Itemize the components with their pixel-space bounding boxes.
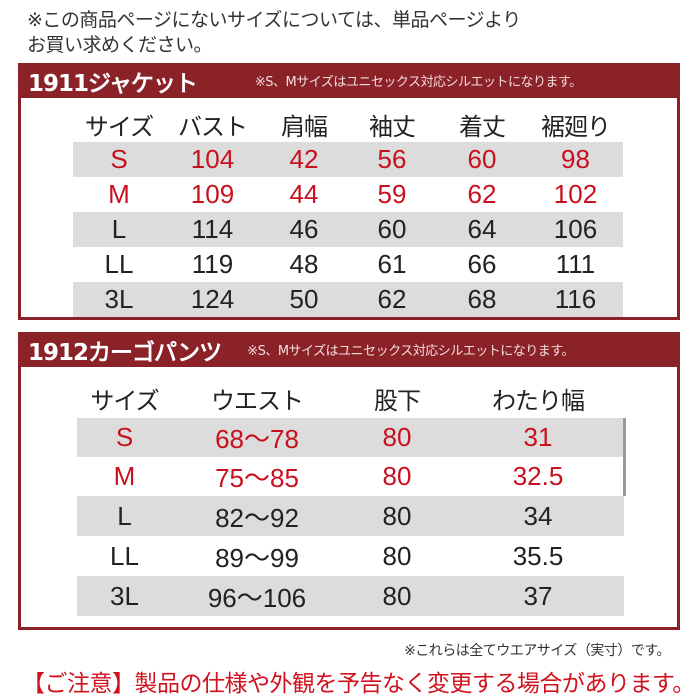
table-row: S 104 42 56 60 98 xyxy=(73,142,623,177)
jacket-header-row: サイズ バスト 肩幅 袖丈 着丈 裾廻り xyxy=(73,106,623,142)
cell: 82〜92 xyxy=(172,496,342,536)
cell: 66 xyxy=(467,249,497,279)
cell: 68〜78 xyxy=(172,418,342,457)
table-row: LL 89〜99 80 35.5 xyxy=(77,536,624,576)
cell: 106 xyxy=(528,212,623,247)
table-edge-divider xyxy=(623,418,626,496)
col-header-sleeve: 袖丈 xyxy=(369,112,416,141)
cell: 3L xyxy=(77,576,172,616)
cell: LL xyxy=(104,249,134,279)
cell: LL xyxy=(110,540,139,571)
pants-subtitle: ※S、Mサイズはユニセックス対応シルエットになります。 xyxy=(247,344,574,359)
table-row: LL 119 48 61 66 111 xyxy=(73,247,623,282)
cell: 59 xyxy=(377,179,407,209)
col-header-hem: 裾廻り xyxy=(541,112,611,141)
cell: 116 xyxy=(528,282,623,317)
cell: 80 xyxy=(342,496,452,536)
table-row: M 75〜85 80 32.5 xyxy=(77,457,624,496)
cell: 80 xyxy=(342,418,452,457)
cell: 89〜99 xyxy=(215,542,299,573)
cell: 102 xyxy=(553,179,598,209)
cell: 124 xyxy=(165,282,260,317)
measurement-note: ※これらは全てウエアサイズ（実寸）です。 xyxy=(404,643,670,659)
cell: 109 xyxy=(190,179,235,209)
col-header-thigh: わたり幅 xyxy=(492,386,585,415)
cell: 32.5 xyxy=(512,461,564,491)
cell: 98 xyxy=(528,142,623,177)
jacket-title: 1911ジャケット xyxy=(28,70,198,97)
cell: 37 xyxy=(452,576,624,616)
cell: 119 xyxy=(191,249,234,279)
cell: 46 xyxy=(260,212,348,247)
cell: 80 xyxy=(382,461,412,491)
cell: S xyxy=(73,142,165,177)
col-header-size: サイズ xyxy=(84,112,154,141)
cell: L xyxy=(73,212,165,247)
col-header-shoulder: 肩幅 xyxy=(281,112,328,141)
col-header-size: サイズ xyxy=(90,386,159,415)
caution-notice: 【ご注意】製品の仕様や外観を予告なく変更する場合があります。 xyxy=(22,671,695,697)
cell: 48 xyxy=(289,249,319,279)
table-row: S 68〜78 80 31 xyxy=(77,418,624,457)
cell: 60 xyxy=(348,212,436,247)
cell: 68 xyxy=(436,282,528,317)
col-header-bust: バスト xyxy=(178,112,248,141)
pants-header-row: サイズ ウエスト 股下 わたり幅 xyxy=(77,378,624,418)
jacket-header: 1911ジャケット ※S、Mサイズはユニセックス対応シルエットになります。 xyxy=(18,63,680,98)
cell: 31 xyxy=(452,418,624,457)
cell: 34 xyxy=(452,496,624,536)
cell: 56 xyxy=(348,142,436,177)
table-row: M 109 44 59 62 102 xyxy=(73,177,623,212)
cell: 104 xyxy=(165,142,260,177)
cell: M xyxy=(108,179,130,209)
jacket-subtitle: ※S、Mサイズはユニセックス対応シルエットになります。 xyxy=(254,75,582,90)
cell: 80 xyxy=(382,540,412,571)
jacket-size-table: サイズ バスト 肩幅 袖丈 着丈 裾廻り S 104 42 56 60 98 M… xyxy=(73,106,623,317)
pants-title: 1912カーゴパンツ xyxy=(28,339,222,366)
cell: 62 xyxy=(467,179,497,209)
cell: 96〜106 xyxy=(172,576,342,616)
cell: 114 xyxy=(165,212,260,247)
col-header-length: 着丈 xyxy=(459,112,506,141)
cell: 62 xyxy=(348,282,436,317)
cell: 111 xyxy=(555,249,596,279)
pants-header: 1912カーゴパンツ ※S、Mサイズはユニセックス対応シルエットになります。 xyxy=(18,332,680,367)
cell: S xyxy=(77,418,172,457)
col-header-waist: ウエスト xyxy=(211,386,304,415)
table-row: L 114 46 60 64 106 xyxy=(73,212,623,247)
cell: L xyxy=(77,496,172,536)
cell: 75〜85 xyxy=(215,463,299,493)
cell: 3L xyxy=(73,282,165,317)
cell: 61 xyxy=(377,249,407,279)
col-header-inseam: 股下 xyxy=(374,386,421,415)
table-row: 3L 124 50 62 68 116 xyxy=(73,282,623,317)
cell: M xyxy=(113,461,136,491)
purchase-note: ※この商品ページにないサイズについては、単品ページより お買い求めください。 xyxy=(27,8,521,58)
pants-size-table: サイズ ウエスト 股下 わたり幅 S 68〜78 80 31 M 75〜85 8… xyxy=(77,378,624,616)
cell: 64 xyxy=(436,212,528,247)
cell: 60 xyxy=(436,142,528,177)
cell: 80 xyxy=(342,576,452,616)
table-row: 3L 96〜106 80 37 xyxy=(77,576,624,616)
purchase-note-line1: ※この商品ページにないサイズについては、単品ページより xyxy=(27,9,521,31)
cell: 44 xyxy=(289,179,319,209)
cell: 35.5 xyxy=(512,540,564,571)
table-row: L 82〜92 80 34 xyxy=(77,496,624,536)
purchase-note-line2: お買い求めください。 xyxy=(27,34,213,56)
cell: 42 xyxy=(260,142,348,177)
cell: 50 xyxy=(260,282,348,317)
